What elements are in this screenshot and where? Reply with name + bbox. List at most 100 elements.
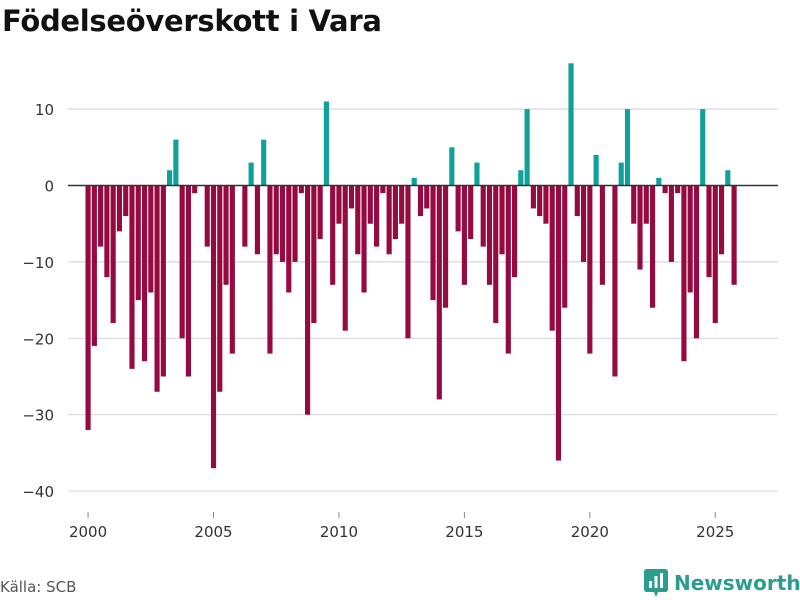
bar [537, 185, 543, 217]
x-tick-label: 2010 [320, 523, 358, 541]
bar [618, 162, 624, 186]
bar [675, 185, 681, 194]
bar [555, 185, 562, 461]
bar [681, 185, 687, 362]
x-tick-label: 2015 [445, 523, 483, 541]
bar [348, 185, 355, 209]
bar [562, 185, 568, 308]
bar [543, 185, 549, 224]
y-tick-labels: 10 0 −10 −20 −30 −40 [22, 101, 54, 501]
y-tick-label: −20 [22, 330, 54, 348]
x-tick-label: 2005 [194, 523, 232, 541]
bar [367, 185, 373, 224]
bar [229, 185, 235, 354]
bar [98, 185, 104, 247]
bar [254, 185, 260, 255]
bar [725, 170, 731, 186]
bar [417, 185, 424, 217]
bar [612, 185, 618, 377]
bar [336, 185, 342, 224]
bar [499, 185, 505, 255]
bar [468, 185, 474, 239]
bar [668, 185, 674, 262]
bar [399, 185, 405, 224]
y-tick-label: 10 [35, 101, 54, 119]
bar [436, 185, 442, 400]
bar [693, 185, 700, 339]
bar [210, 185, 217, 469]
bar [298, 185, 304, 194]
source-note: Källa: SCB [0, 578, 77, 596]
newsworthy-brand-name: Newsworthy [674, 571, 800, 595]
bar [631, 185, 637, 224]
y-tick-label: −40 [22, 483, 54, 501]
bar [512, 185, 518, 278]
y-tick-label: −10 [22, 254, 54, 272]
bar [116, 185, 122, 232]
bars [85, 63, 737, 469]
bar [486, 185, 493, 285]
x-tick-label: 2000 [69, 523, 107, 541]
bar [248, 162, 254, 186]
bar [392, 185, 398, 239]
chart-title: Födelseöverskott i Vara [2, 4, 382, 38]
bar [386, 185, 392, 255]
bar [637, 185, 643, 270]
bar [305, 185, 311, 415]
bar [731, 185, 737, 285]
bar [718, 185, 725, 255]
bar [700, 109, 706, 186]
bar [656, 177, 662, 186]
bar [167, 170, 173, 186]
bar [706, 185, 712, 278]
bar [135, 185, 141, 301]
bar [311, 185, 317, 324]
bar [292, 185, 298, 262]
bar [286, 185, 292, 293]
bar [330, 185, 336, 285]
bar [430, 185, 436, 301]
bar [643, 185, 649, 224]
bar [411, 177, 417, 186]
bar [141, 185, 148, 362]
bar [204, 185, 210, 247]
bar [217, 185, 223, 392]
bar [549, 185, 555, 331]
bar [342, 185, 348, 331]
bar [279, 185, 286, 262]
bar [85, 185, 91, 430]
bar [568, 63, 574, 186]
bar [185, 185, 191, 377]
bar [624, 109, 631, 186]
bar [574, 185, 580, 217]
bar [273, 185, 279, 255]
y-tick-label: 0 [44, 178, 54, 196]
bar [455, 185, 461, 232]
bar [192, 185, 198, 194]
bar [518, 170, 524, 186]
bar [587, 185, 593, 354]
bar [160, 185, 166, 377]
bar [687, 185, 693, 293]
bar [323, 101, 329, 186]
bar [424, 185, 430, 209]
bar [580, 185, 587, 262]
bar [123, 185, 129, 217]
bar [374, 185, 380, 247]
bar [461, 185, 467, 285]
bar [355, 185, 361, 255]
bar [474, 162, 480, 186]
bar [599, 185, 605, 285]
newsworthy-logo[interactable]: Newsworthy [644, 568, 800, 598]
bar [148, 185, 154, 293]
bar [405, 185, 411, 339]
bar [493, 185, 499, 324]
bar [524, 109, 530, 186]
bar [712, 185, 718, 324]
bar [361, 185, 367, 293]
bar [154, 185, 160, 392]
bar [261, 139, 267, 186]
bar [179, 185, 185, 339]
newsworthy-logo-icon [644, 569, 668, 597]
